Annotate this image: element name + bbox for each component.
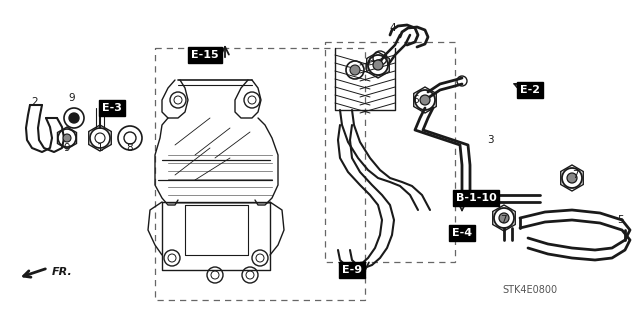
Circle shape	[499, 213, 509, 223]
Text: STK4E0800: STK4E0800	[502, 285, 557, 295]
Circle shape	[63, 134, 71, 142]
Text: 7: 7	[572, 170, 579, 180]
Circle shape	[69, 113, 79, 123]
Text: 5: 5	[617, 215, 623, 225]
Text: 1: 1	[97, 143, 103, 153]
Text: E-4: E-4	[452, 228, 472, 238]
Text: 3: 3	[486, 135, 493, 145]
Text: 8: 8	[127, 143, 133, 153]
Text: 6: 6	[368, 57, 374, 67]
Circle shape	[350, 65, 360, 75]
Text: E-9: E-9	[342, 265, 362, 275]
Circle shape	[373, 60, 383, 70]
Text: E-15: E-15	[191, 50, 219, 60]
Text: E-2: E-2	[520, 85, 540, 95]
Bar	[155, 48, 365, 300]
Text: 6: 6	[413, 95, 419, 105]
Text: E-3: E-3	[102, 103, 122, 113]
Text: FR.: FR.	[52, 267, 73, 277]
Text: 4: 4	[390, 23, 396, 33]
Circle shape	[567, 173, 577, 183]
Text: 2: 2	[32, 97, 38, 107]
Circle shape	[420, 95, 430, 105]
Text: B-1-10: B-1-10	[456, 193, 497, 203]
Text: 9: 9	[64, 143, 70, 153]
Bar	[325, 42, 455, 262]
Text: 7: 7	[500, 215, 506, 225]
Text: 9: 9	[68, 93, 76, 103]
